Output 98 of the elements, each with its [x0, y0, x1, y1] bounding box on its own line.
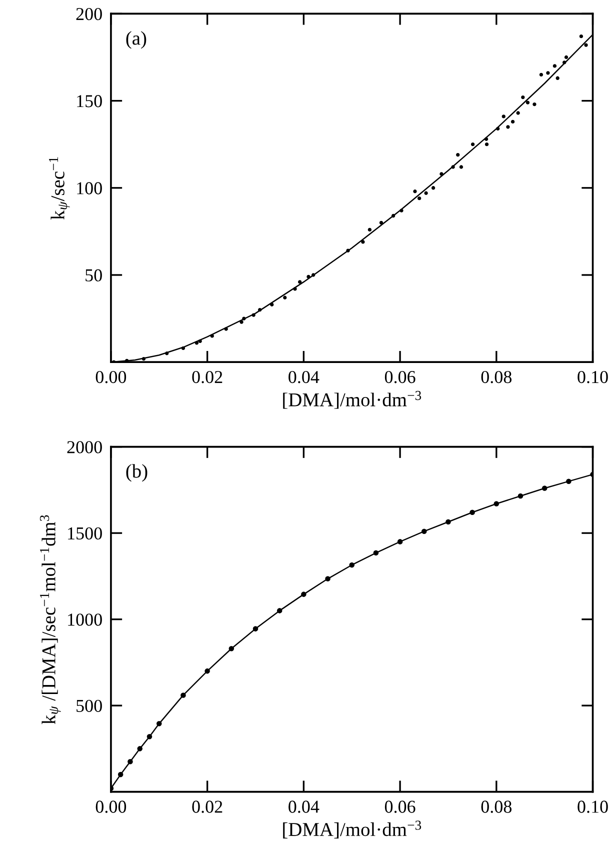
point: [283, 296, 287, 300]
point: [579, 34, 584, 38]
point: [424, 191, 428, 195]
x-tick-label: 0.10: [578, 800, 608, 813]
point: [252, 313, 256, 317]
x-tick-label: 0.02: [192, 800, 222, 813]
point: [258, 308, 262, 312]
point: [118, 772, 124, 778]
point: [440, 172, 444, 176]
point: [556, 76, 560, 80]
point: [194, 341, 199, 345]
point: [526, 100, 530, 104]
point: [546, 71, 550, 75]
point: [532, 102, 536, 106]
y-tick-label: 200: [76, 8, 102, 20]
point: [562, 60, 566, 64]
point: [137, 746, 142, 752]
y-tick-label: 1500: [68, 527, 102, 540]
point: [539, 72, 544, 76]
point: [128, 758, 133, 764]
point: [400, 208, 404, 212]
point: [421, 528, 427, 534]
point: [293, 287, 297, 291]
y-tick-label: 50: [86, 269, 102, 282]
point: [181, 346, 186, 350]
y-axis-title: k$_{ψ}$/sec$^{−1}$: [48, 157, 70, 220]
point: [456, 152, 460, 157]
x-tick-label: 0.04: [288, 800, 320, 813]
point: [391, 214, 396, 218]
point: [521, 95, 525, 100]
point: [518, 493, 524, 499]
point: [306, 274, 310, 279]
point: [252, 626, 258, 632]
annotation: (a): [126, 31, 146, 49]
point: [204, 668, 210, 674]
point: [564, 55, 568, 60]
point: [301, 592, 306, 597]
point: [413, 190, 417, 194]
point: [325, 576, 330, 582]
point: [180, 692, 186, 698]
point: [470, 510, 475, 516]
x-tick-label: 0.00: [96, 370, 126, 384]
point: [446, 519, 451, 524]
point: [484, 142, 489, 146]
point: [142, 356, 146, 361]
point: [349, 562, 354, 568]
y-tick-label: 150: [77, 95, 102, 108]
y-axis-title: k$_{ψ}$ /[DMA]/sec$^{−1}$mol$^{−1}$dm$^{3}$: [40, 515, 61, 724]
point: [165, 352, 169, 356]
point: [584, 43, 588, 47]
y-tick-label: 500: [76, 700, 102, 712]
y-tick-label: 1000: [68, 614, 102, 626]
point: [494, 501, 500, 506]
point: [210, 334, 214, 338]
point: [228, 646, 234, 652]
x-tick-label: 0.06: [384, 800, 416, 813]
point: [397, 539, 403, 544]
point: [298, 280, 302, 284]
x-tick-label: 0.08: [481, 370, 512, 384]
point: [311, 273, 316, 277]
point: [552, 64, 557, 68]
point: [502, 114, 506, 118]
x-tick-label: 0.04: [288, 370, 320, 384]
x-axis-title: [DMA]/mol·dm$^{−3}$: [283, 820, 422, 839]
point: [346, 248, 350, 252]
point: [510, 120, 515, 124]
point: [459, 165, 464, 169]
point: [156, 721, 162, 726]
point: [431, 186, 436, 190]
point: [240, 320, 244, 324]
point: [496, 126, 500, 131]
x-tick-label: 0.00: [96, 800, 126, 813]
y-tick-label: 2000: [67, 441, 102, 454]
point: [566, 478, 572, 484]
point: [470, 142, 475, 146]
point: [451, 165, 455, 169]
point: [224, 327, 228, 331]
point: [198, 339, 202, 344]
point: [146, 734, 152, 740]
point: [361, 240, 365, 244]
point: [506, 125, 510, 129]
y-tick-label: 100: [77, 182, 102, 194]
x-tick-label: 0.10: [578, 370, 608, 384]
x-tick-label: 0.08: [481, 800, 512, 813]
point: [417, 196, 422, 200]
point: [484, 137, 488, 141]
x-axis-title: [DMA]/mol·dm$^{−3}$: [283, 390, 422, 409]
x-tick-label: 0.06: [384, 370, 416, 384]
point: [242, 316, 246, 320]
point: [373, 550, 379, 556]
point: [542, 486, 548, 491]
annotation: (b): [126, 464, 148, 482]
point: [270, 302, 274, 306]
point: [516, 111, 520, 115]
point: [276, 608, 282, 614]
point: [379, 220, 384, 225]
point: [368, 228, 372, 232]
x-tick-label: 0.02: [192, 370, 222, 384]
